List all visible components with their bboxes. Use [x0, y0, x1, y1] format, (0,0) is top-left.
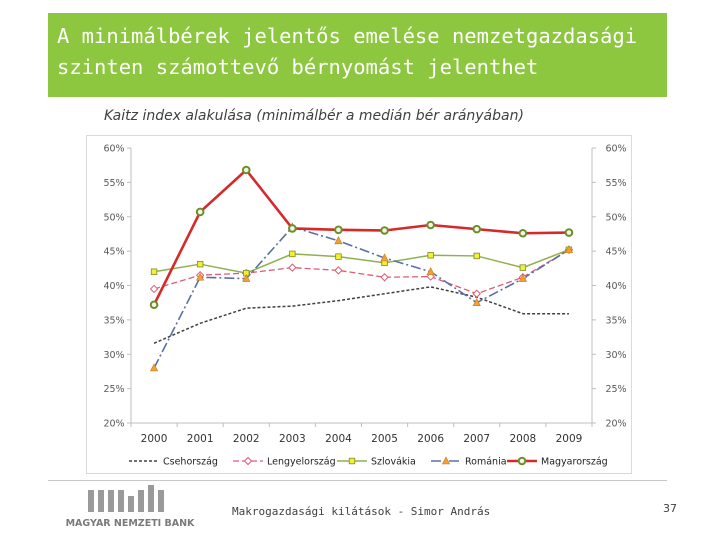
x-tick-label: 2009 — [556, 433, 583, 445]
data-point-szlovak — [335, 253, 342, 260]
y-tick-label-right: 40% — [605, 281, 626, 292]
mnb-logo-text: MAGYAR NEMZETI BANK — [66, 518, 195, 529]
data-point-roman — [426, 267, 435, 276]
x-tick-label: 2002 — [233, 433, 260, 445]
y-tick-label-left: 35% — [103, 315, 124, 326]
data-point-magyar — [564, 228, 574, 237]
data-point-lengyel — [472, 289, 481, 298]
x-tick-label: 2007 — [463, 433, 490, 445]
x-tick-label: 2003 — [279, 433, 306, 445]
kaitz-index-chart: 20% 20% 25% 25% 30% 30% 35% 35% 40% 40% 45% 45% 50% 5… — [103, 144, 626, 468]
y-tick-label-right: 35% — [605, 315, 626, 326]
data-point-roman — [380, 253, 389, 262]
y-tick-label-left: 50% — [103, 212, 124, 223]
data-point-roman — [472, 298, 481, 306]
data-point-roman — [564, 245, 574, 254]
chart-frame: 20% 20% 25% 25% 30% 30% 35% 35% 40% 40% 45% 45% 50% 5… — [86, 135, 632, 474]
x-tick-label: 2005 — [371, 433, 398, 445]
footer-divider — [48, 480, 667, 481]
data-point-roman — [149, 363, 159, 372]
y-tick-label-right: 20% — [605, 419, 626, 430]
data-point-roman — [196, 272, 205, 281]
y-tick-label-right: 50% — [605, 212, 626, 223]
data-point-magyar — [518, 228, 528, 238]
chart-subtitle: Kaitz index alakulása (minimálbér a medi… — [104, 108, 524, 124]
legend-label-magyar: Magyarország — [541, 457, 608, 468]
slide-title-line-2: szinten számottevő bérnyomást jelenthet — [57, 55, 539, 79]
data-point-szlovak — [519, 264, 527, 271]
data-point-szlovak — [289, 250, 296, 258]
x-tick-label: 2008 — [509, 433, 536, 445]
y-tick-label-right: 30% — [605, 350, 626, 361]
legend-marker-roman — [441, 456, 451, 465]
series-line-cseh — [153, 286, 569, 344]
legend-label-szlovak: Szlovákia — [371, 457, 416, 468]
data-point-lengyel — [380, 273, 389, 282]
data-point-roman — [518, 273, 527, 282]
legend-marker-lengyel — [243, 456, 253, 466]
series-line-magyar — [152, 168, 569, 306]
series-line-roman — [153, 226, 570, 369]
y-tick-label-right: 25% — [605, 384, 626, 395]
data-point-szlovak — [150, 268, 158, 275]
data-point-magyar — [334, 225, 343, 235]
data-point-szlovak — [427, 252, 434, 259]
data-point-magyar — [149, 300, 159, 310]
y-tick-label-left: 60% — [103, 144, 124, 155]
data-point-lengyel — [334, 266, 343, 275]
data-point-roman — [334, 236, 343, 245]
series-line-lengyel — [153, 249, 570, 295]
y-tick-label-left: 30% — [103, 350, 124, 361]
x-tick-label: 2000 — [141, 433, 168, 445]
y-tick-label-left: 20% — [103, 419, 124, 430]
y-tick-label-left: 25% — [103, 384, 124, 395]
legend-marker-magyar — [517, 456, 527, 466]
data-point-magyar — [380, 226, 389, 235]
legend-label-cseh: Csehország — [163, 457, 218, 468]
y-tick-label-left: 45% — [103, 247, 124, 258]
y-tick-label-right: 60% — [605, 144, 626, 155]
x-tick-label: 2006 — [417, 433, 444, 445]
data-point-magyar — [288, 224, 297, 233]
data-point-magyar — [241, 165, 251, 175]
slide-title-banner: A minimálbérek jelentős emelése nemzetga… — [48, 13, 667, 97]
x-tick-label: 2001 — [187, 433, 214, 445]
legend-label-lengyel: Lengyelország — [267, 457, 336, 468]
data-point-szlovak — [196, 260, 204, 268]
x-tick-label: 2004 — [325, 433, 352, 445]
slide-title-line-1: A minimálbérek jelentős emelése nemzetga… — [57, 24, 638, 48]
data-point-magyar — [426, 220, 435, 230]
page-number: 37 — [663, 502, 677, 515]
y-tick-label-right: 55% — [605, 178, 626, 189]
data-point-lengyel — [288, 263, 297, 272]
data-point-magyar — [195, 207, 205, 217]
data-point-szlovak — [473, 252, 480, 260]
data-point-roman — [242, 273, 251, 282]
y-tick-label-left: 55% — [103, 178, 124, 189]
legend-marker-szlovak — [348, 457, 356, 465]
y-tick-label-left: 40% — [103, 281, 124, 292]
footer-presenter: Makrogazdasági kilátások - Simor András — [232, 505, 491, 518]
data-point-magyar — [472, 224, 482, 234]
legend-label-roman: Románia — [465, 457, 507, 468]
y-tick-label-right: 45% — [605, 247, 626, 258]
series-line-szlovak — [153, 249, 570, 274]
data-point-lengyel — [149, 284, 159, 294]
mnb-logo: MAGYAR NEMZETI BANK — [66, 485, 195, 529]
